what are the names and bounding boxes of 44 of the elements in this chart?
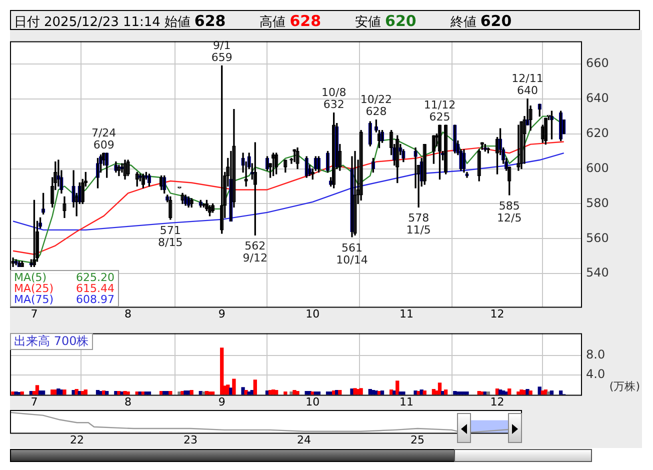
x-tick-label: 7 <box>30 307 38 320</box>
y-axis-title: (万株) <box>609 380 640 394</box>
annotation: 出来高 700株 <box>10 333 93 350</box>
y-tick-label: 640 <box>586 90 609 105</box>
y-tick-label: 660 <box>586 56 609 70</box>
x-tick-label: 10 <box>306 395 320 408</box>
annotation: 585 12/5 <box>497 199 522 224</box>
y-tick-label: 8.0 <box>586 348 606 362</box>
annotation: 578 11/5 <box>406 212 431 237</box>
x-tick-label: 8 <box>124 307 132 320</box>
annotation: 571 8/15 <box>158 224 183 249</box>
x-tick-label: 12 <box>490 395 504 408</box>
y-tick-label: 580 <box>586 196 609 210</box>
x-tick-label: 12 <box>490 307 504 320</box>
chart-title: 日付 2025/12/23 11:14 始値 628 高値 628 安値 620 終値 620 <box>14 12 512 30</box>
series-label: MA(5) <box>14 270 47 284</box>
annotation: 562 9/12 <box>242 240 268 265</box>
x-tick-label: 9 <box>218 395 226 408</box>
x-tick-label: 11 <box>399 307 414 320</box>
y-tick-label: 620 <box>586 126 609 140</box>
text: MA(25) <box>14 282 55 295</box>
x-tick-label: 9 <box>218 307 226 320</box>
annotation: 7/24 609 <box>91 126 116 152</box>
y-tick-label: 4.0 <box>586 367 606 382</box>
text: MA(75) <box>14 292 55 306</box>
annotation: 12/11 640 <box>512 72 544 98</box>
annotation: 608.97 <box>76 292 114 306</box>
x-tick-label: 24 <box>297 433 312 446</box>
annotation: 625.20 <box>76 270 114 284</box>
annotation: 10/8 632 <box>321 86 346 112</box>
annotation: 561 10/14 <box>336 241 368 266</box>
x-tick-label: 8 <box>124 395 132 408</box>
annotation: 11/12 625 <box>424 98 456 124</box>
annotation: 615.44 <box>76 282 114 295</box>
x-tick-label: 11 <box>399 395 414 408</box>
annotation: 10/22 628 <box>360 93 392 118</box>
y-tick-label: 540 <box>586 266 609 280</box>
x-tick-label: 23 <box>184 433 198 446</box>
y-tick-label: 600 <box>586 160 609 175</box>
x-tick-label: 25 <box>410 433 425 446</box>
y-tick-label: 560 <box>586 230 609 245</box>
x-tick-label: 10 <box>306 307 320 320</box>
x-tick-label: 7 <box>30 395 38 408</box>
x-tick-label: 22 <box>70 433 84 446</box>
